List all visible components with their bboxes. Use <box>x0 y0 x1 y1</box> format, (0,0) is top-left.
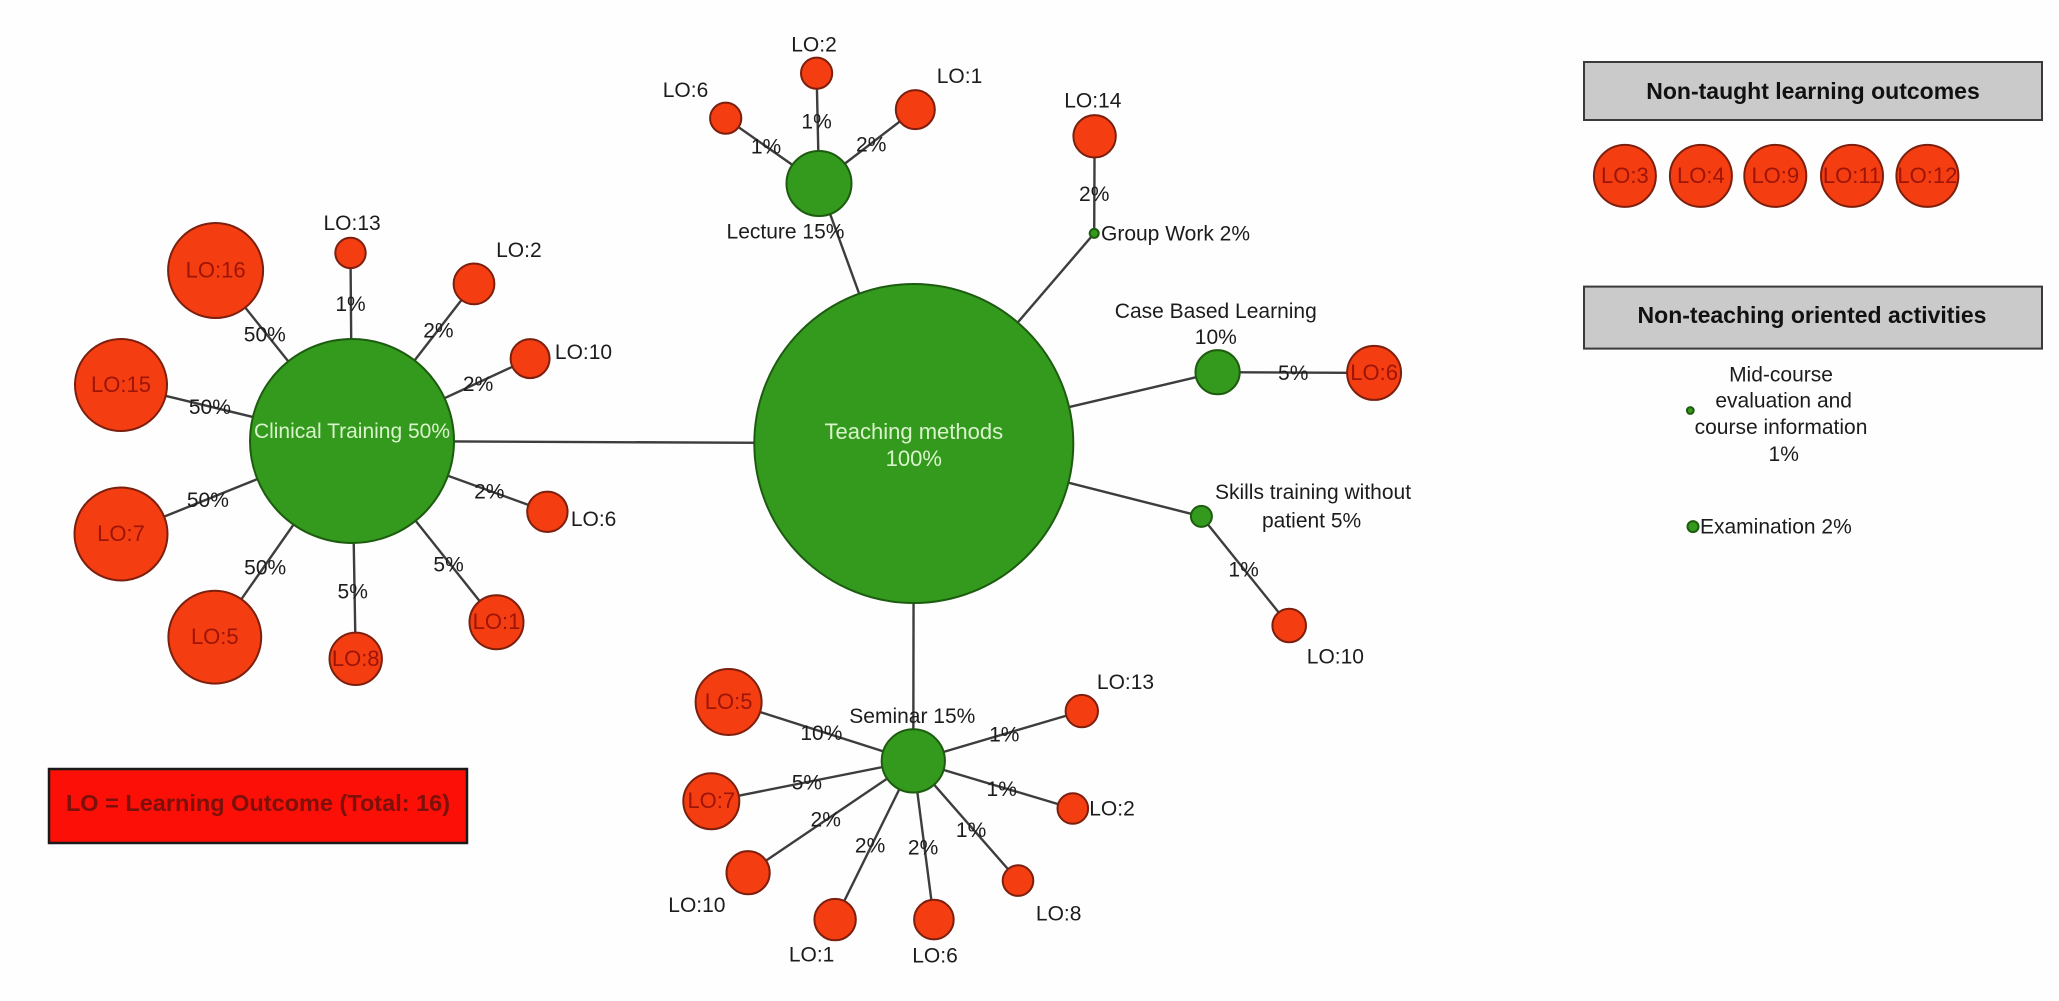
svg-text:LO:2: LO:2 <box>791 34 837 57</box>
svg-text:Non-teaching oriented activiti: Non-teaching oriented activities <box>1638 302 1987 328</box>
svg-text:5%: 5% <box>433 553 463 576</box>
svg-text:Non-taught learning outcomes: Non-taught learning outcomes <box>1646 78 1980 104</box>
svg-text:LO:13: LO:13 <box>1097 671 1154 694</box>
svg-text:LO:1: LO:1 <box>789 944 835 967</box>
svg-text:LO:3: LO:3 <box>1601 163 1649 188</box>
svg-text:LO:6: LO:6 <box>912 945 958 968</box>
svg-text:LO:13: LO:13 <box>323 212 380 235</box>
svg-text:50%: 50% <box>189 396 231 419</box>
svg-text:2%: 2% <box>463 373 493 396</box>
svg-text:course information: course information <box>1695 416 1868 439</box>
svg-text:100%: 100% <box>886 446 942 471</box>
svg-text:LO:9: LO:9 <box>1751 163 1799 188</box>
svg-text:LO:16: LO:16 <box>186 258 246 283</box>
svg-text:LO:14: LO:14 <box>1064 90 1122 113</box>
svg-text:Teaching methods: Teaching methods <box>825 419 1004 444</box>
svg-text:LO:2: LO:2 <box>496 239 542 262</box>
svg-text:LO:8: LO:8 <box>332 646 380 671</box>
svg-text:patient 5%: patient 5% <box>1262 510 1361 533</box>
svg-text:50%: 50% <box>187 489 229 512</box>
svg-text:evaluation and: evaluation and <box>1715 390 1852 413</box>
svg-text:Seminar 15%: Seminar 15% <box>849 705 975 728</box>
svg-text:LO:6: LO:6 <box>663 79 709 102</box>
svg-text:LO:7: LO:7 <box>687 788 735 813</box>
svg-text:1%: 1% <box>801 110 831 133</box>
svg-text:Examination 2%: Examination 2% <box>1700 516 1852 539</box>
svg-text:50%: 50% <box>244 323 286 346</box>
svg-text:LO:2: LO:2 <box>1089 798 1135 821</box>
svg-text:LO:10: LO:10 <box>1307 645 1364 668</box>
svg-text:Mid-course: Mid-course <box>1729 363 1833 386</box>
svg-text:2%: 2% <box>855 835 885 858</box>
svg-text:Lecture 15%: Lecture 15% <box>727 221 845 244</box>
svg-text:5%: 5% <box>1278 362 1308 385</box>
svg-text:LO:1: LO:1 <box>473 609 521 634</box>
svg-text:LO:7: LO:7 <box>97 521 145 546</box>
svg-text:2%: 2% <box>908 836 938 859</box>
svg-text:Group Work 2%: Group Work 2% <box>1101 222 1250 245</box>
svg-text:LO:6: LO:6 <box>1350 360 1398 385</box>
svg-text:1%: 1% <box>751 136 781 159</box>
svg-text:50%: 50% <box>244 556 286 579</box>
svg-text:2%: 2% <box>474 481 504 504</box>
svg-text:LO:6: LO:6 <box>571 508 617 531</box>
svg-text:1%: 1% <box>956 819 986 842</box>
svg-text:2%: 2% <box>811 808 841 831</box>
svg-text:LO:1: LO:1 <box>937 65 983 88</box>
svg-text:10%: 10% <box>1195 326 1237 349</box>
svg-text:LO:4: LO:4 <box>1677 163 1725 188</box>
svg-text:LO:12: LO:12 <box>1897 163 1957 188</box>
svg-text:LO:10: LO:10 <box>668 894 725 917</box>
svg-text:2%: 2% <box>1079 183 1109 206</box>
svg-text:1%: 1% <box>987 778 1017 801</box>
svg-text:LO:15: LO:15 <box>91 372 151 397</box>
svg-text:5%: 5% <box>792 772 822 795</box>
svg-text:2%: 2% <box>423 319 453 342</box>
svg-text:LO = Learning Outcome (Total:: LO = Learning Outcome (Total: 16) <box>66 790 450 816</box>
svg-text:Case Based Learning: Case Based Learning <box>1115 300 1317 323</box>
svg-text:LO:5: LO:5 <box>705 689 753 714</box>
svg-text:10%: 10% <box>800 722 842 745</box>
svg-text:5%: 5% <box>338 580 368 603</box>
svg-text:Skills training without: Skills training without <box>1215 481 1411 504</box>
svg-text:LO:8: LO:8 <box>1036 903 1082 926</box>
svg-text:1%: 1% <box>1769 443 1799 466</box>
svg-text:LO:10: LO:10 <box>555 341 612 364</box>
svg-text:1%: 1% <box>335 293 365 316</box>
svg-text:2%: 2% <box>856 134 886 157</box>
svg-text:1%: 1% <box>1228 559 1258 582</box>
svg-text:LO:11: LO:11 <box>1823 163 1881 188</box>
svg-text:LO:5: LO:5 <box>191 624 239 649</box>
svg-text:Clinical Training 50%: Clinical Training 50% <box>254 420 450 443</box>
svg-text:1%: 1% <box>989 724 1019 747</box>
